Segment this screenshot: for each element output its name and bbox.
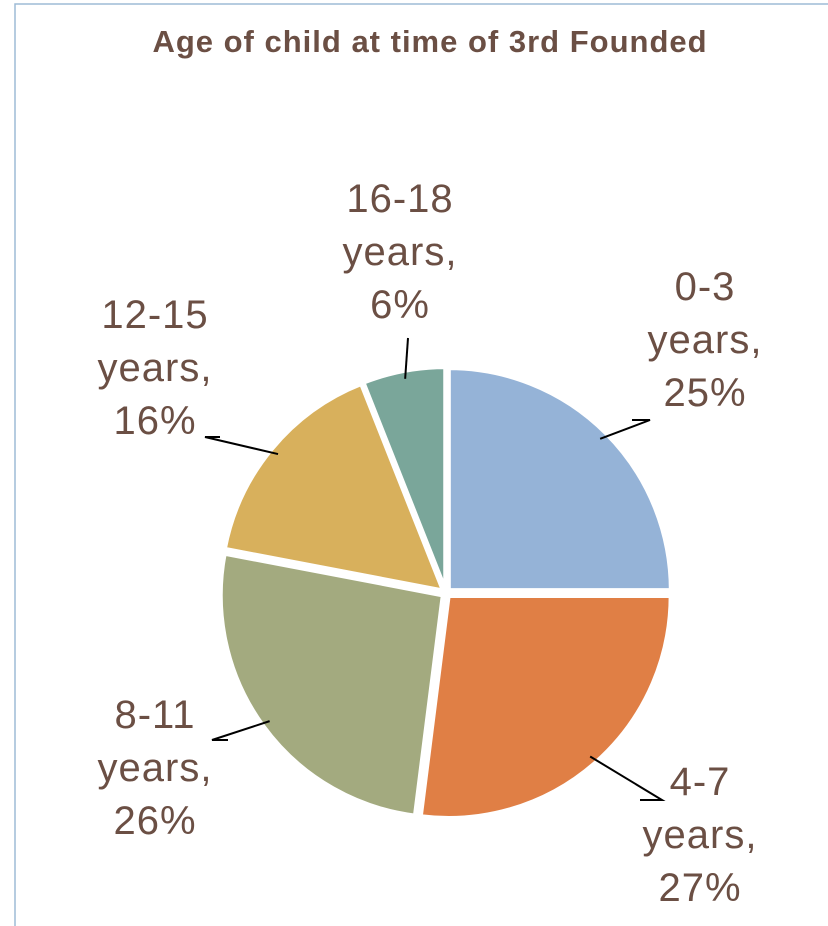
- data-label: 16-18 years, 6%: [343, 177, 458, 327]
- leader-line: [404, 337, 409, 379]
- leader-line: [211, 720, 270, 741]
- pie-slice: [360, 365, 448, 590]
- data-label-line: years,: [343, 230, 458, 274]
- data-label-line: 27%: [658, 866, 741, 910]
- data-label: 8-11 years, 26%: [98, 693, 213, 843]
- leader-line: [599, 419, 651, 440]
- data-labels: 0-3 years, 25% 4-7 years, 27% 8-11 years, 26% 12-…: [98, 177, 763, 910]
- data-label-line: 8-11: [114, 693, 195, 737]
- leader-line: [204, 436, 279, 456]
- chart-title: Age of child at time of 3rd Founded: [152, 24, 707, 59]
- data-label-line: years,: [98, 346, 213, 390]
- leader-line: [589, 755, 666, 801]
- data-label-line: 12-15: [101, 293, 208, 337]
- chart-border: [14, 3, 828, 926]
- data-label-line: 6%: [370, 283, 430, 327]
- data-label: 0-3 years, 25%: [648, 265, 763, 415]
- data-label-line: 16-18: [346, 177, 453, 221]
- pie-slice: [446, 366, 673, 593]
- data-label-line: 4-7: [670, 760, 731, 804]
- data-label-line: 0-3: [675, 265, 736, 309]
- data-label-line: 25%: [663, 371, 746, 415]
- data-label: 4-7 years, 27%: [643, 760, 758, 910]
- pie-slice: [218, 551, 445, 818]
- pie: [218, 365, 673, 820]
- data-label: 12-15 years, 16%: [98, 293, 213, 443]
- data-label-line: years,: [98, 746, 213, 790]
- pie-slice: [222, 381, 447, 594]
- data-label-line: 16%: [113, 399, 196, 443]
- data-label-line: years,: [648, 318, 763, 362]
- data-label-line: years,: [643, 813, 758, 857]
- data-label-line: 26%: [113, 799, 196, 843]
- pie-slice: [418, 594, 673, 820]
